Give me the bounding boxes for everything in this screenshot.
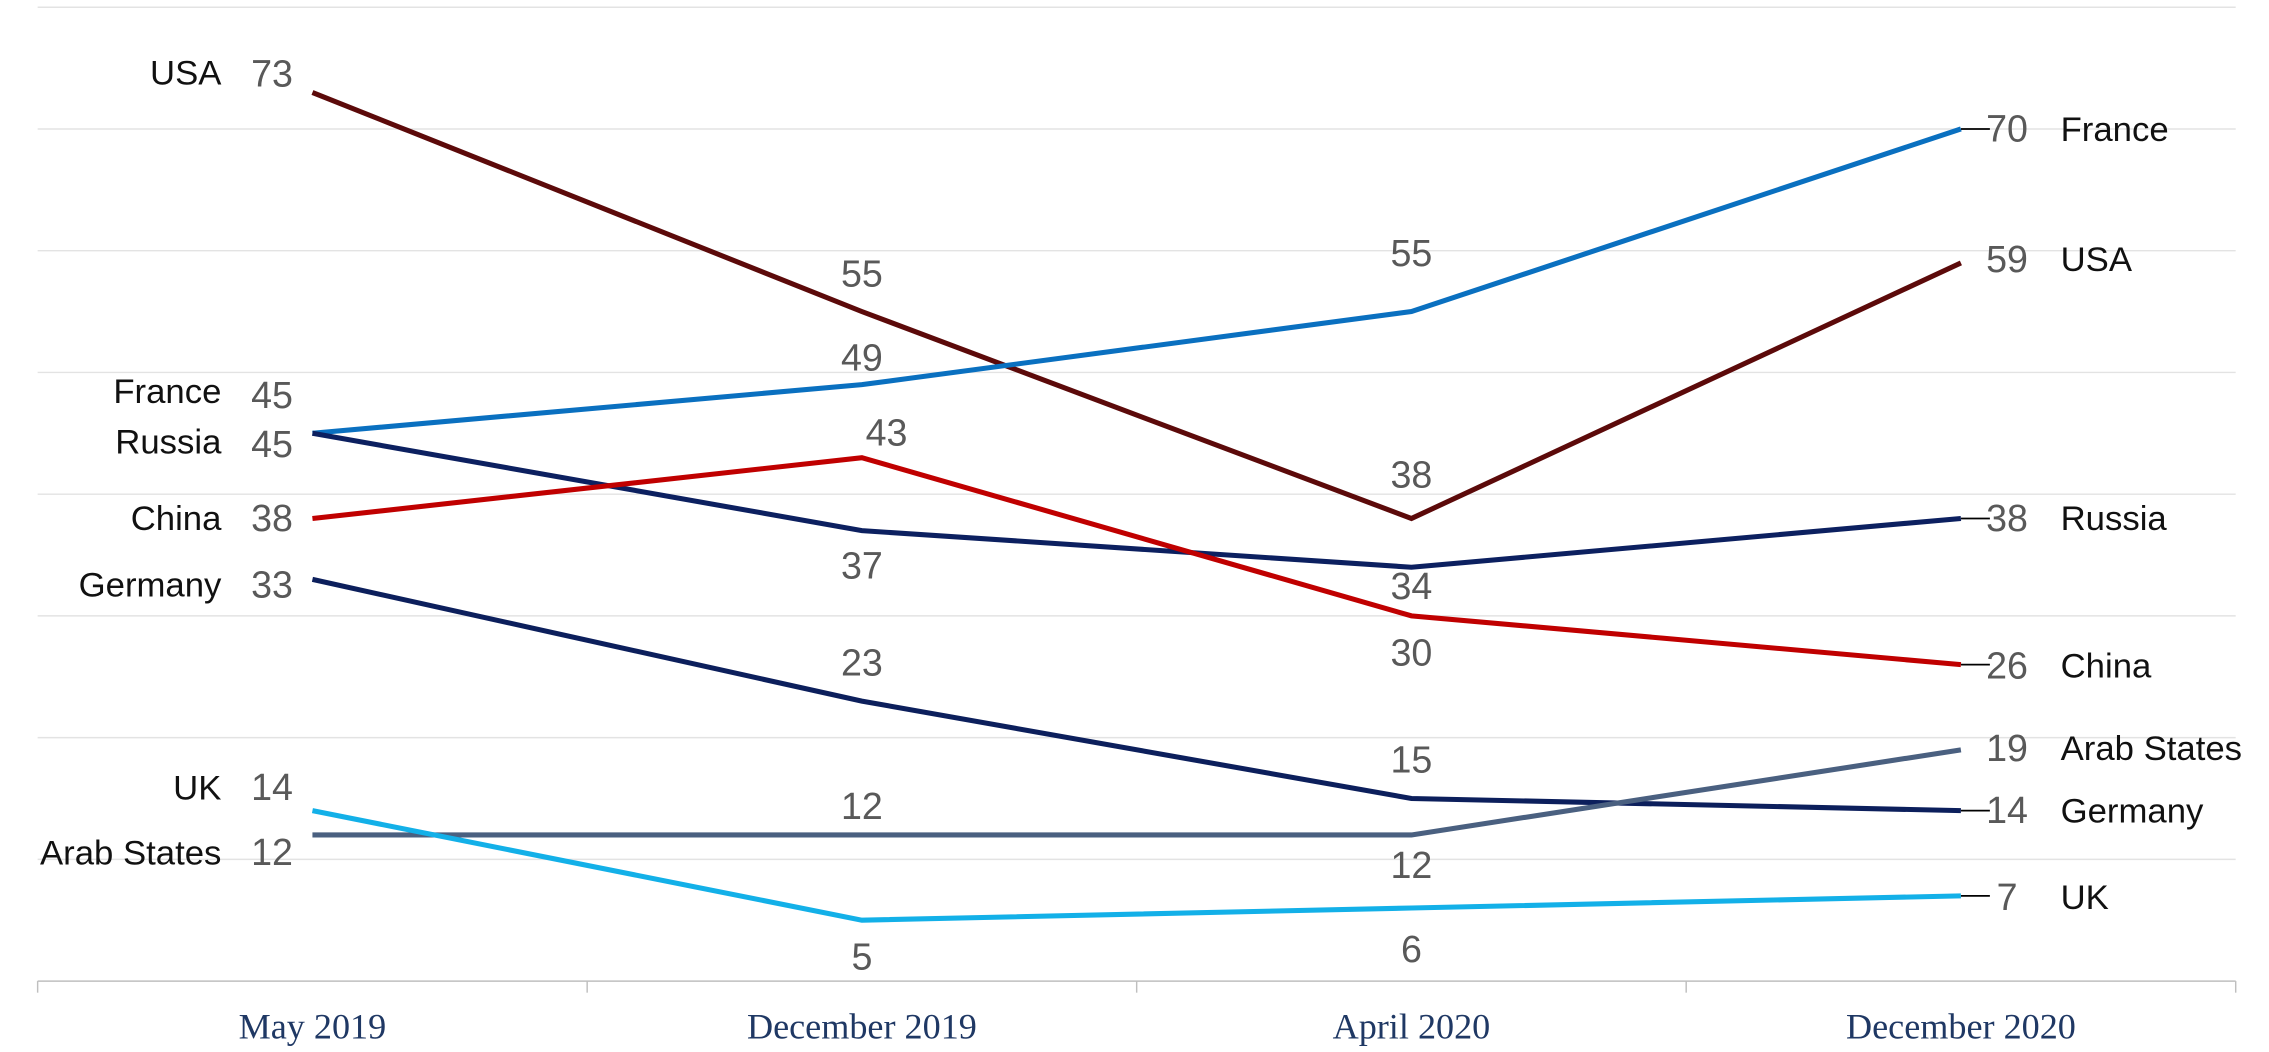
value-label: 26 xyxy=(1986,644,2028,686)
series-label-right: China xyxy=(2061,648,2152,686)
series-label-right: Germany xyxy=(2061,792,2204,830)
series-label-right: Arab States xyxy=(2061,730,2242,768)
series-line xyxy=(311,576,1961,814)
series-label-right: USA xyxy=(2061,241,2133,279)
series-line xyxy=(311,808,1961,923)
value-label: 59 xyxy=(1986,238,2028,280)
value-label: 34 xyxy=(1391,565,1433,607)
value-label: 38 xyxy=(1391,453,1433,495)
value-label: 55 xyxy=(841,252,883,294)
value-label: 45 xyxy=(251,423,293,465)
series-line xyxy=(311,430,1962,570)
x-tick-label: December 2019 xyxy=(747,1007,977,1047)
value-label: 43 xyxy=(866,411,908,453)
x-tick-label: December 2020 xyxy=(1846,1007,2076,1047)
value-label: 70 xyxy=(1986,108,2028,150)
series-line xyxy=(312,126,1962,436)
series-label-left: China xyxy=(131,500,222,538)
value-label: 15 xyxy=(1391,739,1433,781)
value-label: 12 xyxy=(841,785,883,827)
value-label: 38 xyxy=(1986,497,2028,539)
value-label: 5 xyxy=(851,935,872,977)
series-line xyxy=(311,90,1962,522)
series-label-left: France xyxy=(113,373,221,411)
value-label: 37 xyxy=(841,545,883,587)
value-label: 23 xyxy=(841,642,883,684)
value-label: 73 xyxy=(251,53,293,95)
value-label: 12 xyxy=(1391,844,1433,886)
value-label: 12 xyxy=(251,831,293,873)
value-label: 33 xyxy=(251,563,293,605)
value-label: 30 xyxy=(1391,631,1433,673)
value-label: 14 xyxy=(1986,789,2028,831)
series-label-left: Russia xyxy=(115,423,222,461)
value-label: 45 xyxy=(251,374,293,416)
series-line xyxy=(312,747,1962,838)
series-label-left: USA xyxy=(150,54,222,92)
value-label: 6 xyxy=(1401,928,1422,970)
series-label-right: France xyxy=(2061,111,2169,149)
series-label-right: Russia xyxy=(2061,500,2168,538)
series-label-right: UK xyxy=(2061,879,2109,917)
x-tick-label: April 2020 xyxy=(1333,1007,1491,1047)
value-label: 38 xyxy=(251,497,293,539)
value-label: 49 xyxy=(841,336,883,378)
series-label-left: Arab States xyxy=(40,834,221,872)
series-label-left: UK xyxy=(173,769,221,807)
value-label: 19 xyxy=(1986,727,2028,769)
value-label: 14 xyxy=(251,766,293,808)
series-label-left: Germany xyxy=(79,567,222,605)
value-label: 55 xyxy=(1391,232,1433,274)
series-line xyxy=(312,455,1962,668)
x-tick-label: May 2019 xyxy=(239,1007,387,1047)
value-label: 7 xyxy=(1997,876,2018,918)
